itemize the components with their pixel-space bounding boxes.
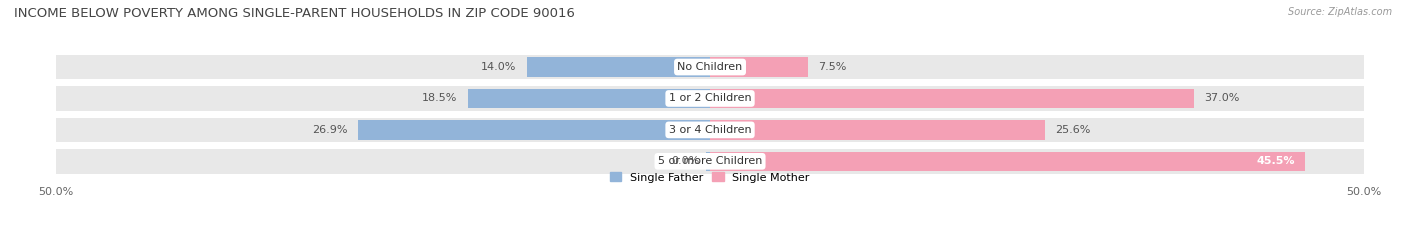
Bar (710, 89, 1194, 108)
Legend: Single Father, Single Mother: Single Father, Single Mother (606, 168, 814, 187)
Bar (710, 120, 1045, 140)
Text: Source: ZipAtlas.com: Source: ZipAtlas.com (1288, 7, 1392, 17)
Bar (527, 57, 710, 77)
Text: 14.0%: 14.0% (481, 62, 516, 72)
Bar (710, 57, 808, 77)
Bar (56, 149, 1364, 174)
Text: 25.6%: 25.6% (1056, 125, 1091, 135)
Text: 5 or more Children: 5 or more Children (658, 156, 762, 166)
Bar (710, 152, 1305, 171)
Bar (56, 118, 1364, 142)
Text: No Children: No Children (678, 62, 742, 72)
Text: 7.5%: 7.5% (818, 62, 846, 72)
Bar (56, 86, 1364, 111)
Text: 45.5%: 45.5% (1256, 156, 1295, 166)
Text: 1 or 2 Children: 1 or 2 Children (669, 93, 751, 103)
Text: INCOME BELOW POVERTY AMONG SINGLE-PARENT HOUSEHOLDS IN ZIP CODE 90016: INCOME BELOW POVERTY AMONG SINGLE-PARENT… (14, 7, 575, 20)
Bar (56, 55, 1364, 79)
Bar (706, 152, 710, 171)
Text: 37.0%: 37.0% (1205, 93, 1240, 103)
Text: 3 or 4 Children: 3 or 4 Children (669, 125, 751, 135)
Bar (468, 89, 710, 108)
Text: 26.9%: 26.9% (312, 125, 347, 135)
Text: 18.5%: 18.5% (422, 93, 458, 103)
Text: 0.0%: 0.0% (671, 156, 700, 166)
Bar (359, 120, 710, 140)
